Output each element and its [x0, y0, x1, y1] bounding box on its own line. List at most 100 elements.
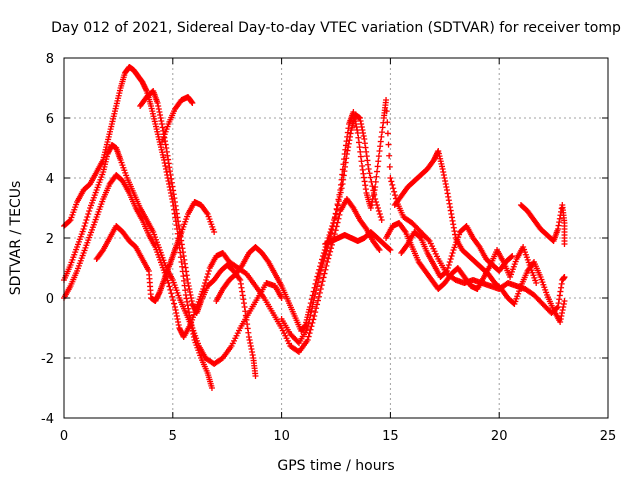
data-point: [449, 250, 456, 256]
data-point: [336, 191, 343, 198]
data-point: [331, 215, 338, 222]
data-point: [252, 373, 259, 379]
data-point: [323, 262, 330, 269]
series-arc6: [158, 94, 196, 145]
data-point: [372, 178, 379, 185]
data-point: [367, 174, 374, 181]
data-point: [401, 227, 408, 234]
y-axis-label: SDTVAR / TECUs: [8, 181, 24, 296]
data-point: [508, 253, 515, 260]
data-point: [167, 286, 174, 293]
data-point: [331, 231, 338, 238]
data-point: [304, 325, 311, 331]
y-tick-label: 4: [46, 172, 54, 187]
data-point: [236, 275, 243, 282]
data-point: [314, 301, 321, 308]
series-arc3: [61, 172, 383, 355]
data-point: [80, 226, 87, 232]
data-point: [403, 242, 410, 249]
data-point: [171, 300, 178, 307]
series-arc4: [93, 199, 218, 304]
data-point: [211, 229, 218, 235]
data-point: [443, 268, 450, 275]
data-points: [61, 64, 568, 391]
series-arc11: [398, 223, 516, 280]
data-point: [384, 130, 391, 137]
data-point: [362, 224, 369, 231]
data-point: [305, 333, 312, 340]
data-point: [374, 163, 381, 170]
data-point: [390, 185, 397, 192]
data-point: [309, 319, 316, 326]
data-point: [335, 196, 342, 203]
series-arc10: [383, 220, 540, 292]
data-point: [388, 178, 395, 185]
data-point: [340, 161, 347, 168]
data-point: [375, 245, 382, 252]
y-tick-label: 2: [46, 232, 54, 247]
data-point: [83, 217, 90, 223]
data-point: [318, 264, 325, 271]
data-point: [378, 217, 385, 223]
data-point: [312, 291, 319, 298]
data-point: [375, 153, 382, 160]
data-point: [328, 245, 335, 252]
data-point: [66, 217, 73, 224]
data-point: [533, 280, 540, 286]
data-point: [166, 283, 173, 290]
data-point: [169, 293, 176, 300]
series-arc12: [517, 202, 568, 247]
data-point: [328, 230, 335, 237]
data-point: [315, 293, 322, 300]
data-point: [311, 313, 318, 319]
data-point: [386, 246, 393, 253]
data-point: [99, 248, 106, 255]
data-point: [203, 274, 210, 280]
data-point: [318, 282, 325, 289]
data-point: [509, 253, 516, 259]
data-point: [336, 211, 343, 218]
data-point: [365, 166, 372, 172]
y-tick-label: 6: [46, 112, 54, 127]
data-point: [377, 214, 384, 220]
data-point: [325, 255, 332, 262]
data-point: [203, 209, 210, 216]
data-point: [304, 337, 311, 343]
data-point: [82, 220, 89, 226]
data-point: [333, 205, 340, 212]
data-point: [376, 211, 383, 217]
data-point: [386, 163, 393, 170]
data-point: [311, 295, 318, 301]
data-point: [375, 158, 382, 165]
data-point: [443, 268, 450, 274]
data-point: [387, 247, 394, 253]
data-point: [203, 277, 210, 283]
data-point: [324, 259, 331, 265]
data-point: [327, 248, 334, 255]
data-point: [319, 261, 326, 268]
chart-title: Day 012 of 2021, Sidereal Day-to-day VTE…: [51, 20, 621, 36]
data-point: [314, 297, 321, 304]
data-point: [425, 236, 432, 243]
data-point: [204, 271, 211, 277]
data-point: [312, 309, 319, 316]
data-point: [309, 303, 316, 310]
data-point: [444, 265, 451, 271]
data-point: [320, 257, 327, 264]
x-tick-label: 10: [273, 429, 290, 444]
data-point: [366, 170, 373, 177]
data-point: [308, 307, 315, 314]
data-point: [168, 290, 175, 297]
data-point: [447, 256, 454, 262]
data-point: [314, 279, 321, 286]
data-point: [372, 184, 379, 190]
data-point: [475, 242, 482, 249]
data-point: [445, 262, 452, 268]
data-point: [383, 108, 390, 115]
data-point: [85, 211, 92, 217]
data-point: [446, 259, 453, 265]
data-point: [321, 270, 328, 277]
y-tick-label: -4: [41, 412, 54, 427]
data-point: [86, 208, 93, 214]
